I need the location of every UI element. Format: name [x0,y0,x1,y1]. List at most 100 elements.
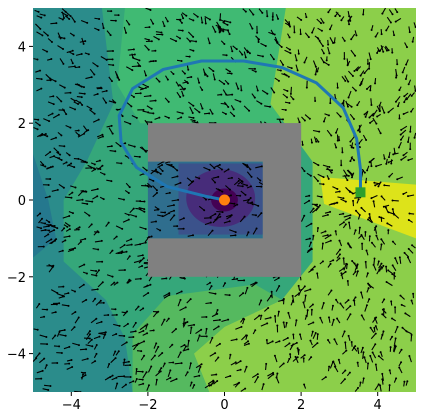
quiver-arrow [163,294,170,299]
quiver-head [68,235,71,238]
quiver-head [391,240,394,243]
quiver-arrow [321,243,324,250]
quiver-head [50,58,53,61]
quiver-head [359,84,362,87]
quiver-head [299,33,302,36]
quiver-head [321,45,324,48]
quiver-head [372,263,375,266]
quiver-head [256,373,259,376]
quiver-head [346,64,349,67]
quiver-head [350,38,353,41]
quiver-head [116,76,119,79]
quiver-head [277,17,280,20]
quiver-arrow [370,98,372,106]
quiver-head [364,231,367,234]
quiver-head [303,383,306,386]
quiver-arrow [150,169,157,175]
quiver-head [176,225,179,228]
quiver-arrow [400,129,407,136]
quiver-head [324,376,327,379]
quiver-head [157,310,160,313]
quiver-head [196,15,199,18]
quiver-arrow [264,317,271,320]
quiver-arrow [186,177,193,183]
quiver-head [331,169,334,172]
quiver-head [360,82,363,85]
quiver-arrow [329,37,334,44]
quiver-arrow [365,261,367,269]
quiver-arrow [45,238,52,244]
quiver-head [229,194,232,197]
quiver-head [265,338,268,341]
quiver-arrow [364,305,368,312]
quiver-head [305,16,308,19]
quiver-head [245,334,248,337]
quiver-arrow [147,366,152,373]
quiver-head [319,316,322,319]
quiver-head [381,313,384,316]
quiver-arrow [44,151,51,157]
quiver-arrow [150,355,156,361]
quiver-head [317,164,320,167]
quiver-head [129,122,132,125]
quiver-head [399,294,402,297]
quiver-head [44,222,47,225]
quiver-head [248,109,251,112]
quiver-head [93,163,96,166]
quiver-head [401,71,404,74]
quiver-head [128,255,131,258]
quiver-head [208,112,211,115]
quiver-head [253,96,256,99]
quiver-head [249,197,252,200]
quiver-arrow [330,202,338,205]
quiver-head [68,154,71,157]
quiver-arrow [315,67,318,75]
quiver-head [374,184,377,187]
quiver-head [205,327,208,330]
quiver-head [404,78,407,81]
quiver-arrow [174,182,181,186]
quiver-head [79,240,82,243]
quiver-arrow [329,361,334,369]
quiver-arrow [100,55,107,61]
quiver-head [148,26,151,29]
quiver-arrow [331,319,335,327]
quiver-head [159,370,162,373]
quiver-head [324,230,327,233]
quiver-head [65,113,68,116]
quiver-head [247,231,250,234]
quiver-head [144,228,147,231]
quiver-arrow [139,325,146,331]
quiver-arrow [327,46,330,54]
quiver-head [354,54,357,57]
quiver-head [398,117,401,120]
quiver-head [49,166,52,169]
quiver-head [45,364,48,367]
quiver-head [110,124,113,127]
quiver-arrow [284,19,290,25]
quiver-head [175,328,178,331]
quiver-head [77,133,80,136]
quiver-arrow [322,164,330,168]
quiver-head [357,198,360,201]
quiver-head [410,333,413,336]
quiver-head [71,62,74,65]
quiver-arrow [374,384,380,391]
quiver-head [163,362,166,365]
quiver-arrow [64,196,72,199]
quiver-head [241,185,244,188]
quiver-head [163,25,166,28]
quiver-head [310,248,313,251]
quiver-head [48,221,51,224]
quiver-arrow [343,214,351,218]
quiver-head [361,242,364,245]
quiver-head [356,347,359,350]
quiver-head [237,87,240,90]
quiver-arrow [126,101,132,107]
y-tick-label: 2 [18,117,26,132]
quiver-head [158,80,161,83]
quiver-head [141,370,144,373]
quiver-head [67,304,70,307]
quiver-head [39,212,42,215]
quiver-head [73,65,76,68]
